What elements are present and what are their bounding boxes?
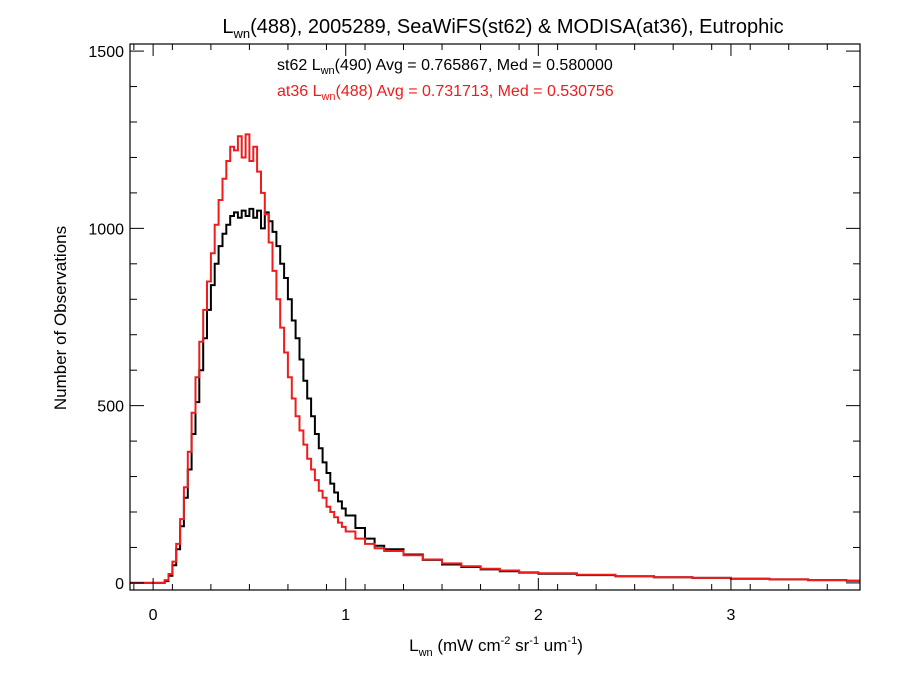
x-axis-label: Lwn (mW cm-2 sr-1 um-1) xyxy=(409,635,583,659)
x-tick-label: 0 xyxy=(149,607,158,624)
y-tick-label: 1000 xyxy=(88,221,124,238)
series-st62-line xyxy=(130,207,860,584)
annotation-at36: at36 Lwn(488) Avg = 0.731713, Med = 0.53… xyxy=(277,83,614,103)
series-layer xyxy=(130,133,860,584)
y-tick-label: 500 xyxy=(97,399,124,416)
y-axis-label: Number of Observations xyxy=(51,226,70,410)
y-tick-label: 1500 xyxy=(88,44,124,61)
x-tick-label: 1 xyxy=(341,607,350,624)
series-at36-line xyxy=(130,133,860,584)
plot-frame xyxy=(129,43,861,591)
x-tick-label: 3 xyxy=(726,607,735,624)
x-tick-label: 2 xyxy=(534,607,543,624)
chart-title: Lwn(488), 2005289, SeaWiFS(st62) & MODIS… xyxy=(222,16,783,41)
y-tick-label: 0 xyxy=(115,576,124,593)
ticks-layer: 0 1 2 3 0 500 1000 1500 xyxy=(88,44,860,624)
annotation-st62: st62 Lwn(490) Avg = 0.765867, Med = 0.58… xyxy=(277,57,613,77)
